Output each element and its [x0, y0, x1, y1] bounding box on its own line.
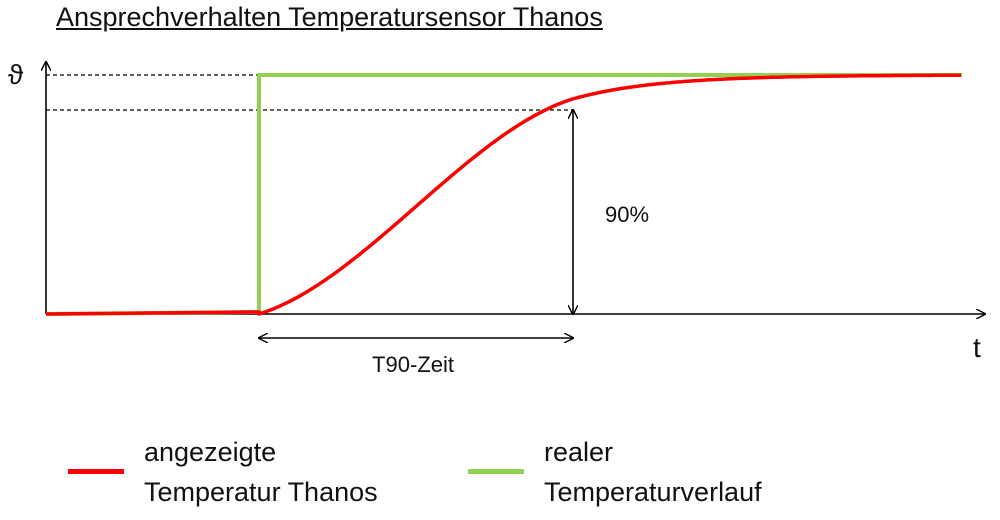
legend-label-displayed: angezeigte Temperatur Thanos — [144, 437, 378, 507]
legend-label-real: realer Temperaturverlauf — [544, 437, 762, 507]
legend-swatch-red — [68, 469, 124, 474]
ninety-percent-label: 90% — [605, 202, 649, 227]
series-displayed-temperature — [45, 73, 961, 316]
legend-item-real: realer Temperaturverlauf — [468, 432, 762, 512]
legend-swatch-green — [468, 469, 524, 474]
legend-item-displayed: angezeigte Temperatur Thanos — [68, 432, 378, 512]
chart-title: Ansprechverhalten Temperatursensor Thano… — [56, 2, 603, 32]
response-chart: 90% T90-Zeit t ϑ — [8, 59, 1000, 377]
series-real-temperature — [45, 73, 962, 316]
x-axis-label: t — [973, 332, 981, 363]
t90-label: T90-Zeit — [372, 352, 454, 377]
y-axis-label: ϑ — [8, 59, 24, 90]
